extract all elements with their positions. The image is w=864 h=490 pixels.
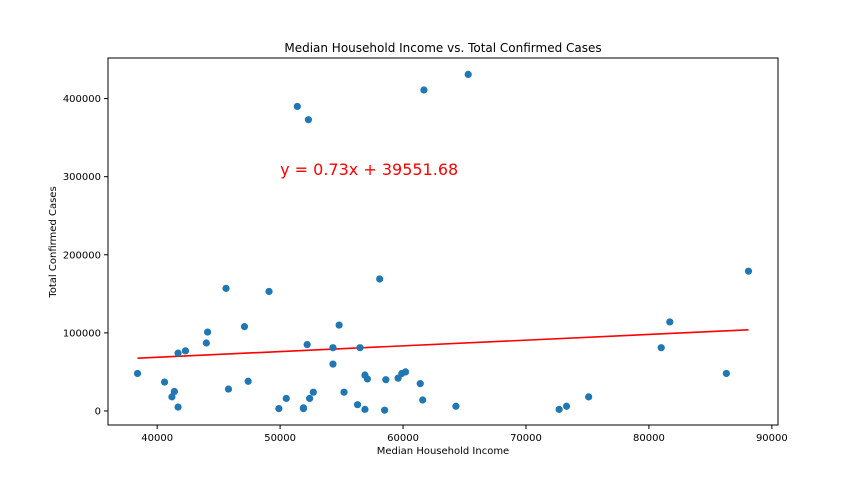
data-point [309,388,317,396]
data-point [240,323,249,331]
data-point [340,388,348,396]
x-tick-label: 80000 [633,433,665,444]
regression-line [137,329,749,359]
data-point [275,405,283,413]
x-tick-label: 60000 [387,433,419,444]
data-point [401,368,410,376]
data-point [265,287,273,296]
data-point [170,387,178,396]
data-point [744,267,753,275]
data-point [363,375,371,383]
y-tick-label: 100000 [63,328,101,339]
data-point [666,318,674,326]
data-point [174,349,182,357]
y-tick-label: 0 [95,406,101,417]
data-point [420,86,428,94]
data-point [585,393,593,401]
data-point [657,344,665,352]
points-layer [133,70,753,414]
regression-equation: y = 0.73x + 39551.68 [280,160,458,179]
data-point [168,393,176,401]
data-point [222,284,230,292]
y-tick-label: 300000 [63,172,101,183]
data-point [299,404,308,412]
chart-title: Median Household Income vs. Total Confir… [284,41,601,55]
data-point [160,378,169,386]
data-point [293,102,301,111]
data-point [419,396,427,404]
y-axis-ticks: 0 100000 200000 300000 400000 [63,94,108,417]
data-point [381,406,389,414]
data-point [376,275,384,283]
data-point [464,70,472,78]
data-point [416,380,424,388]
regression-layer [137,329,749,359]
y-tick-label: 200000 [63,250,101,261]
data-point [303,340,311,349]
data-point [329,344,337,352]
data-point [202,339,210,347]
data-point [356,344,364,352]
data-point [304,116,312,124]
x-tick-label: 90000 [756,433,788,444]
y-tick-label: 400000 [63,94,101,105]
x-tick-label: 70000 [510,433,542,444]
data-point [353,401,362,409]
data-point [329,360,337,368]
data-point [562,402,571,410]
data-point [361,405,369,413]
data-point [282,394,290,403]
data-point [306,394,314,403]
x-tick-label: 50000 [264,433,296,444]
data-point [224,385,233,393]
data-point [382,376,390,384]
data-point [452,402,460,410]
x-axis-label: Median Household Income [377,446,509,457]
data-point [244,377,252,385]
data-point [555,405,563,413]
y-axis-label: Total Confirmed Cases [48,186,59,298]
data-point [133,369,142,378]
data-point [722,369,730,378]
data-point [181,347,190,355]
data-point [335,321,343,329]
x-axis-ticks: 40000 50000 60000 70000 80000 90000 [141,425,788,444]
data-point [174,403,182,411]
x-tick-label: 40000 [141,433,173,444]
plot-frame [107,57,779,426]
data-point [203,328,212,336]
